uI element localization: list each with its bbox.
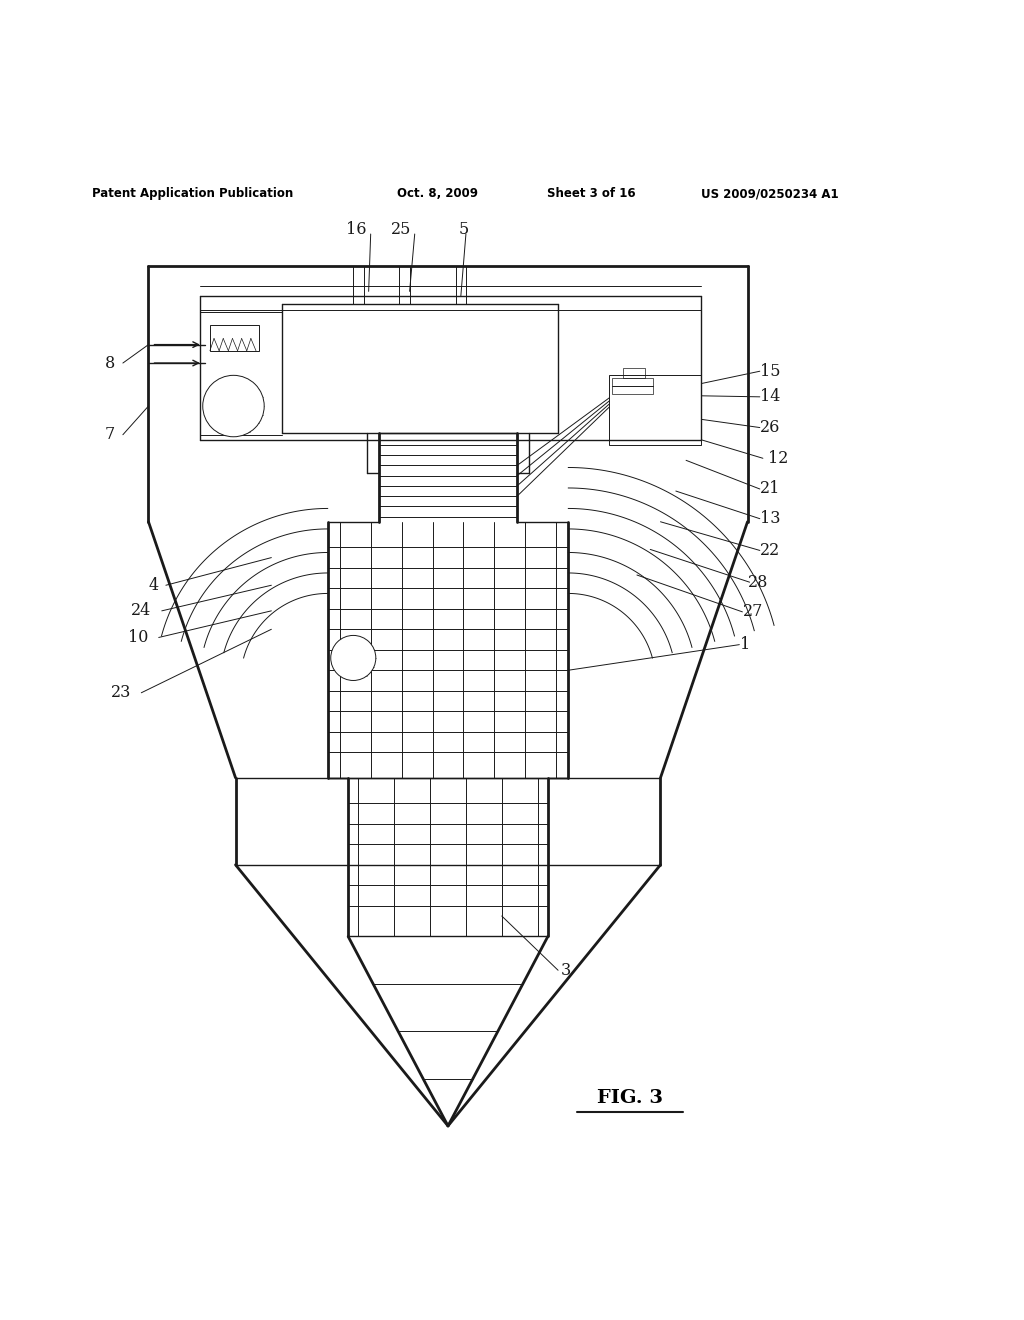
Text: 16: 16 — [346, 222, 367, 239]
Text: Oct. 8, 2009: Oct. 8, 2009 — [397, 187, 478, 201]
Text: 27: 27 — [743, 603, 764, 620]
Text: 3: 3 — [561, 962, 571, 978]
Bar — [210, 325, 259, 351]
Text: 26: 26 — [760, 418, 780, 436]
Text: 23: 23 — [111, 684, 131, 701]
Text: FIG. 3: FIG. 3 — [597, 1089, 663, 1107]
Text: 1: 1 — [740, 636, 751, 653]
Text: 5: 5 — [459, 222, 469, 239]
Text: 13: 13 — [760, 511, 780, 527]
Bar — [612, 379, 653, 393]
Circle shape — [331, 635, 376, 681]
Text: 25: 25 — [391, 222, 412, 239]
Text: 28: 28 — [748, 574, 768, 590]
Circle shape — [203, 375, 264, 437]
Text: 8: 8 — [104, 355, 115, 371]
Text: 21: 21 — [760, 480, 780, 498]
Text: 4: 4 — [148, 577, 159, 594]
Text: 15: 15 — [760, 363, 780, 380]
Text: Sheet 3 of 16: Sheet 3 of 16 — [547, 187, 636, 201]
Bar — [609, 375, 701, 445]
Text: 14: 14 — [760, 388, 780, 405]
Text: 7: 7 — [104, 426, 115, 444]
Text: 24: 24 — [131, 602, 152, 619]
Text: 12: 12 — [768, 450, 788, 467]
Bar — [623, 368, 645, 379]
Text: 10: 10 — [128, 628, 148, 645]
Text: US 2009/0250234 A1: US 2009/0250234 A1 — [701, 187, 839, 201]
Text: Patent Application Publication: Patent Application Publication — [92, 187, 294, 201]
Text: 22: 22 — [760, 543, 780, 558]
